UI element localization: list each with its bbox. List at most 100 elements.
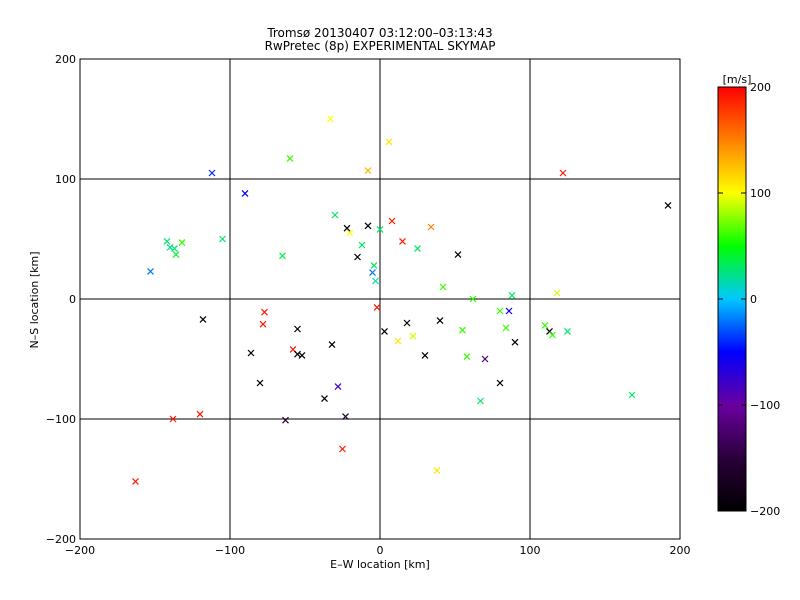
data-point-stroke — [394, 337, 402, 345]
data-point — [178, 239, 186, 247]
data-point-stroke — [463, 353, 471, 361]
data-point-stroke — [385, 138, 393, 146]
data-point-stroke — [354, 253, 361, 261]
data-point-stroke — [358, 241, 366, 249]
data-point — [163, 237, 171, 245]
data-point-stroke — [334, 383, 342, 391]
x-tick-label: 100 — [520, 544, 541, 557]
data-point-stroke — [553, 289, 561, 297]
data-point-stroke — [369, 269, 376, 277]
data-point — [370, 261, 378, 269]
data-point-stroke — [628, 391, 636, 399]
data-point-stroke — [399, 237, 406, 245]
data-point — [376, 225, 384, 233]
data-point — [346, 229, 354, 237]
data-point — [358, 241, 366, 249]
x-axis-ticks: −200 −100 0 100 200 — [65, 533, 691, 557]
data-point-stroke — [282, 416, 289, 424]
data-point — [496, 379, 504, 387]
data-point-stroke — [147, 267, 154, 275]
data-point-stroke — [172, 251, 180, 259]
data-point — [564, 327, 571, 335]
data-point — [427, 223, 435, 231]
data-point — [331, 211, 339, 219]
y-tick-label: 0 — [69, 293, 76, 306]
data-point — [549, 331, 556, 339]
data-point-stroke — [132, 477, 139, 485]
data-point-stroke — [403, 319, 411, 327]
data-point-stroke — [331, 211, 339, 219]
data-point-stroke — [196, 410, 204, 418]
data-point-stroke — [259, 320, 267, 328]
data-point-stroke — [298, 351, 306, 359]
data-point — [559, 169, 567, 177]
data-point-stroke — [541, 321, 549, 329]
data-point-stroke — [436, 317, 444, 325]
x-tick-label: 200 — [670, 544, 691, 557]
data-point-stroke — [427, 223, 435, 231]
colorbar-tick-label: 0 — [750, 293, 757, 306]
data-point — [496, 307, 504, 315]
data-point — [373, 303, 381, 311]
data-point-stroke — [469, 295, 477, 303]
data-point — [409, 332, 417, 340]
data-point-stroke — [294, 325, 301, 333]
data-point — [388, 217, 396, 225]
data-point — [169, 415, 177, 423]
data-point — [327, 115, 334, 123]
colorbar-label: [m/s] — [723, 73, 752, 86]
data-point — [219, 235, 226, 243]
data-point-stroke — [328, 341, 336, 349]
data-point-stroke — [459, 326, 466, 334]
data-point-stroke — [199, 315, 207, 323]
data-point-stroke — [409, 332, 417, 340]
data-point — [339, 445, 346, 453]
data-point — [261, 308, 268, 316]
data-point — [328, 341, 336, 349]
data-point — [381, 327, 388, 335]
data-point-stroke — [261, 308, 268, 316]
x-tick-label: −200 — [65, 544, 95, 557]
colorbar: [m/s] 200 100 0 −100 −200 — [717, 73, 780, 518]
data-point — [421, 351, 429, 359]
data-point — [196, 410, 204, 418]
data-point — [463, 353, 471, 361]
data-point — [477, 397, 484, 405]
data-point-stroke — [286, 155, 294, 163]
data-point-stroke — [171, 245, 178, 253]
data-point — [342, 413, 349, 421]
data-point-stroke — [421, 351, 429, 359]
data-point-stroke — [178, 239, 186, 247]
data-point — [259, 320, 267, 328]
data-point — [469, 295, 477, 303]
data-point-stroke — [241, 189, 249, 197]
data-point — [172, 251, 180, 259]
y-tick-label: 100 — [55, 173, 76, 186]
colorbar-tick-label: −200 — [750, 505, 780, 518]
data-point — [364, 222, 372, 230]
data-point-stroke — [496, 379, 504, 387]
data-point — [414, 245, 421, 253]
plot-area: −200 −100 0 100 200 −200 −100 0 100 200 — [46, 53, 691, 557]
data-point-stroke — [511, 338, 519, 346]
grid-lines — [80, 59, 680, 539]
data-point-stroke — [364, 222, 372, 230]
data-point-stroke — [343, 224, 351, 232]
data-point — [541, 321, 549, 329]
data-point-stroke — [327, 115, 334, 123]
data-point-stroke — [219, 235, 226, 243]
data-point — [385, 138, 393, 146]
data-point — [298, 351, 306, 359]
data-point-stroke — [163, 237, 171, 245]
data-point — [294, 325, 301, 333]
data-point — [282, 416, 289, 424]
data-point — [343, 224, 351, 232]
data-point — [628, 391, 636, 399]
data-point — [511, 338, 519, 346]
scatter-points — [132, 115, 672, 485]
data-point — [166, 243, 174, 251]
y-tick-label: −200 — [46, 533, 76, 546]
data-point-stroke — [376, 225, 384, 233]
data-point — [294, 350, 301, 358]
